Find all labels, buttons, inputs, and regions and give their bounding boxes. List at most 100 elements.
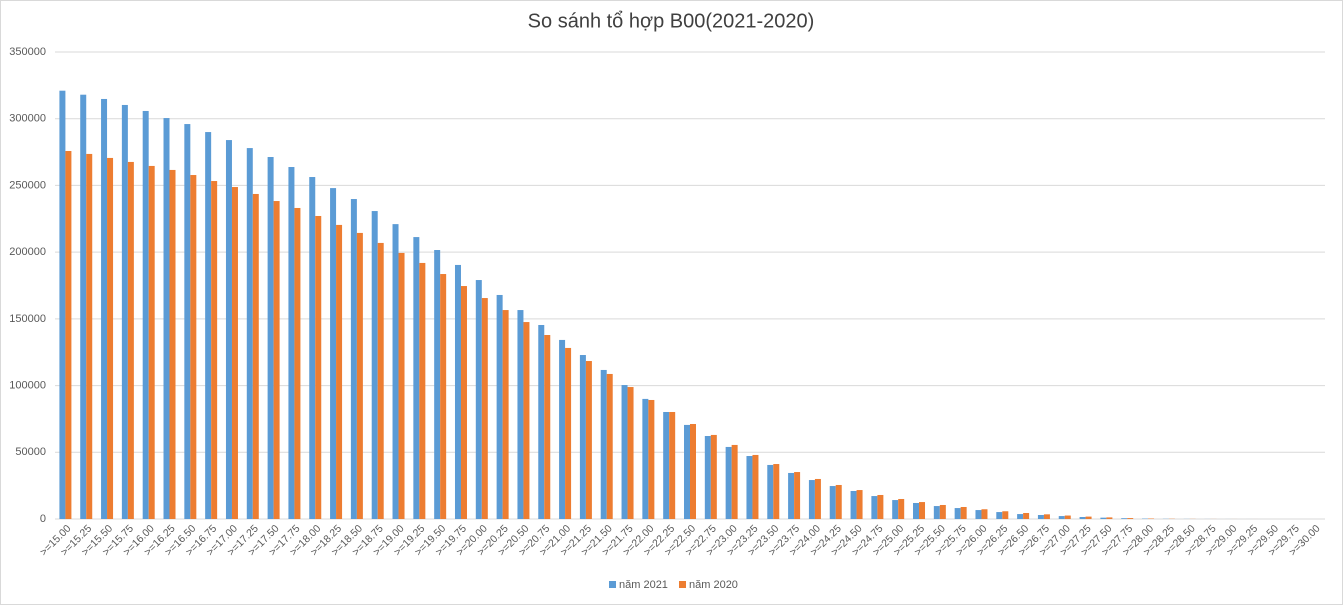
bar bbox=[460, 286, 467, 519]
bar bbox=[273, 201, 280, 519]
bar bbox=[481, 298, 488, 519]
bar bbox=[663, 411, 670, 519]
bar bbox=[309, 177, 316, 519]
bar bbox=[65, 151, 72, 519]
bar bbox=[794, 472, 801, 519]
bar bbox=[517, 310, 524, 519]
bar bbox=[184, 124, 191, 520]
bar bbox=[814, 478, 821, 519]
bar bbox=[315, 215, 322, 520]
bar bbox=[398, 252, 405, 520]
bar bbox=[544, 335, 551, 519]
bar bbox=[731, 444, 738, 519]
bar bbox=[413, 237, 420, 519]
y-tick-label: 150000 bbox=[9, 313, 46, 325]
bar bbox=[107, 157, 114, 519]
bar bbox=[80, 94, 87, 519]
bar bbox=[585, 361, 592, 519]
bar bbox=[642, 398, 649, 519]
bar bbox=[148, 165, 155, 519]
bar bbox=[1079, 516, 1086, 519]
bar bbox=[690, 423, 696, 519]
bar bbox=[559, 339, 566, 519]
legend-swatch bbox=[609, 581, 616, 588]
bar bbox=[898, 498, 905, 519]
bar bbox=[767, 464, 774, 519]
bar bbox=[933, 506, 940, 519]
bar bbox=[336, 224, 343, 519]
bar bbox=[579, 355, 586, 519]
bar bbox=[627, 387, 634, 519]
bar bbox=[954, 508, 961, 519]
bar bbox=[648, 399, 655, 519]
chart-title: So sánh tổ hợp B00(2021-2020) bbox=[528, 10, 815, 32]
bar bbox=[829, 486, 836, 519]
bar bbox=[211, 181, 218, 519]
bar bbox=[294, 207, 301, 519]
bar bbox=[59, 90, 66, 520]
bar bbox=[939, 504, 946, 519]
bar bbox=[752, 454, 759, 519]
bar bbox=[169, 169, 176, 519]
bar bbox=[538, 324, 545, 519]
bar bbox=[163, 118, 170, 519]
bar bbox=[434, 250, 441, 519]
bar bbox=[288, 167, 295, 519]
bar bbox=[121, 104, 128, 520]
bar bbox=[523, 322, 530, 519]
bar bbox=[225, 140, 232, 519]
bar bbox=[231, 187, 238, 519]
bar bbox=[1002, 511, 1009, 519]
bar bbox=[996, 512, 1003, 519]
bar bbox=[246, 148, 253, 519]
bar bbox=[1043, 514, 1050, 519]
bar bbox=[502, 310, 509, 519]
y-tick-label: 350000 bbox=[9, 46, 46, 58]
y-tick-label: 250000 bbox=[9, 179, 46, 191]
y-tick-label: 50000 bbox=[15, 446, 46, 458]
bar bbox=[913, 502, 920, 519]
y-tick-label: 300000 bbox=[9, 113, 46, 125]
bar bbox=[877, 494, 884, 519]
bar bbox=[190, 175, 197, 519]
bar bbox=[669, 411, 676, 519]
legend-swatch bbox=[679, 581, 686, 588]
bar bbox=[127, 161, 134, 520]
bar bbox=[600, 369, 607, 519]
bar bbox=[377, 242, 384, 519]
bar bbox=[621, 385, 628, 519]
bar bbox=[808, 480, 815, 519]
bar bbox=[475, 280, 482, 519]
bar bbox=[960, 506, 967, 519]
bar bbox=[684, 424, 690, 519]
bar bbox=[919, 502, 926, 519]
bar bbox=[1100, 517, 1107, 519]
bar bbox=[892, 500, 899, 519]
bar bbox=[350, 199, 357, 520]
bar bbox=[835, 484, 842, 519]
bar bbox=[419, 262, 426, 519]
y-tick-label: 200000 bbox=[9, 246, 46, 258]
bar bbox=[252, 193, 259, 519]
legend-label: năm 2021 bbox=[619, 579, 668, 591]
bar bbox=[1106, 517, 1113, 519]
bar bbox=[606, 373, 613, 519]
y-tick-label: 100000 bbox=[9, 379, 46, 391]
bar bbox=[1121, 518, 1128, 519]
bar bbox=[205, 132, 212, 520]
bar bbox=[392, 224, 399, 519]
bar bbox=[440, 274, 447, 519]
bar bbox=[496, 294, 503, 519]
bar bbox=[1085, 516, 1092, 519]
bar bbox=[142, 110, 149, 519]
bar bbox=[356, 232, 363, 519]
bar bbox=[1037, 514, 1044, 519]
bar bbox=[710, 434, 717, 519]
bar bbox=[975, 510, 982, 519]
legend-label: năm 2020 bbox=[689, 579, 738, 591]
bar bbox=[371, 211, 378, 519]
bar bbox=[725, 446, 732, 519]
bar bbox=[1017, 514, 1024, 519]
bar bbox=[1058, 516, 1065, 519]
bar bbox=[454, 264, 461, 519]
